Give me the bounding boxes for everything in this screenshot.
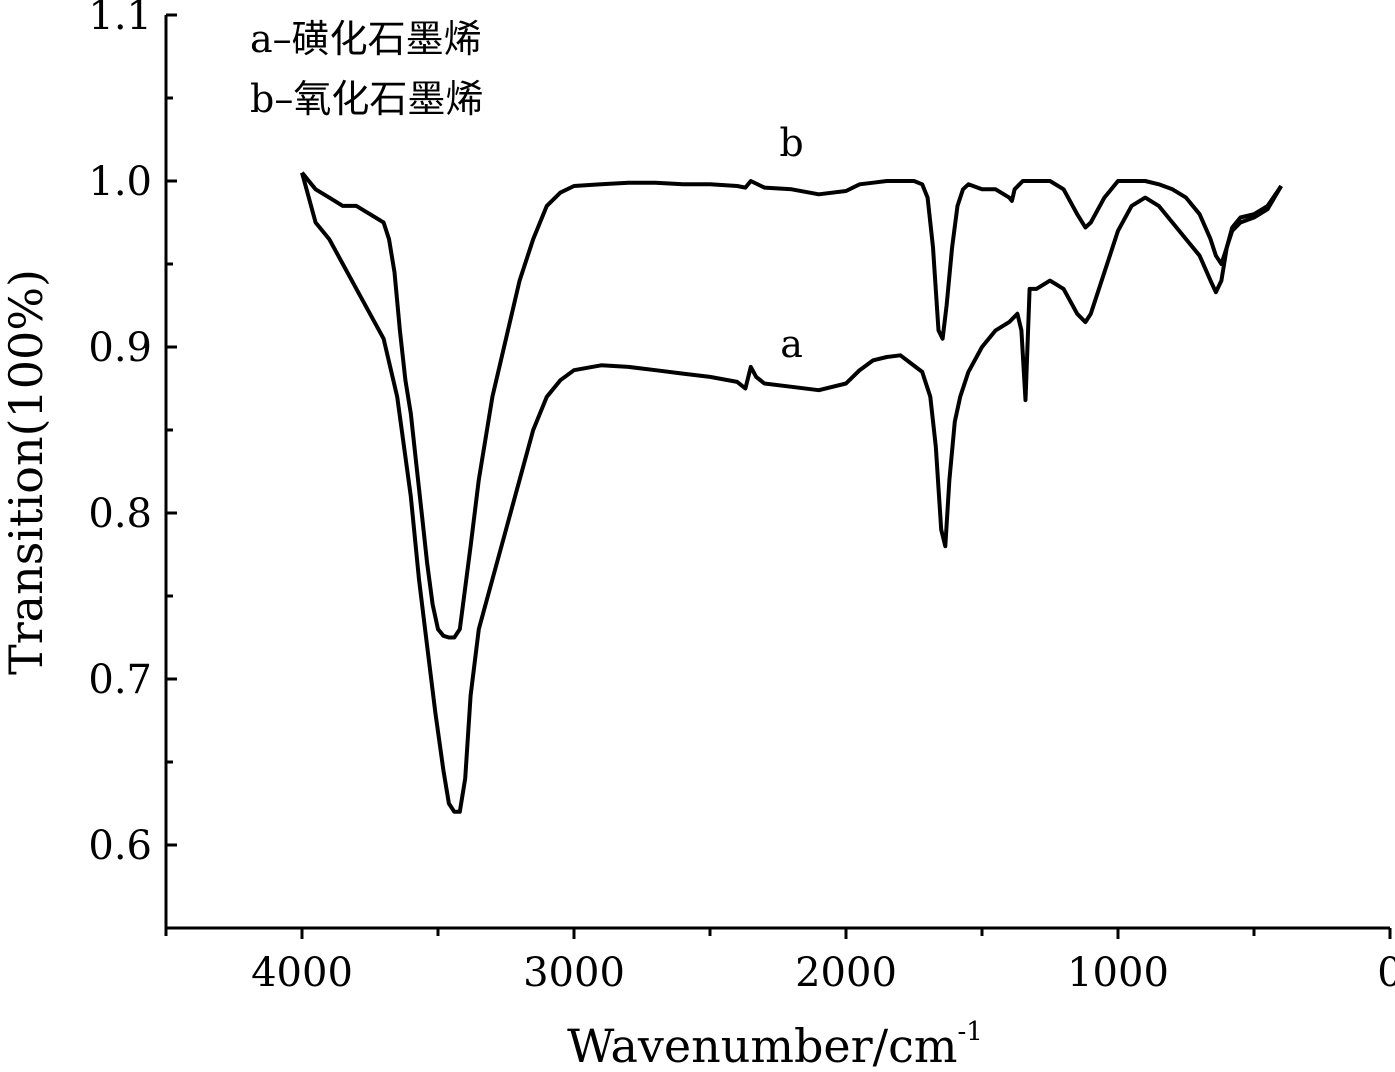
legend-entry-b: b–氧化石墨烯 (250, 77, 483, 121)
y-tick-label: 1.0 (88, 159, 152, 205)
y-tick-label: 0.9 (88, 325, 152, 371)
series-line-b (300, 171, 1283, 640)
x-axis-title-superscript: -1 (958, 1017, 983, 1047)
series-line-a (300, 172, 1283, 814)
legend-entry-a: a–磺化石墨烯 (250, 17, 482, 61)
x-tick-label: 0 (1377, 950, 1395, 996)
y-tick-label: 0.8 (88, 491, 152, 537)
series-group: ab (300, 121, 1283, 814)
x-axis-title: Wavenumber/cm-1 (567, 1017, 983, 1072)
y-tick-label: 0.6 (88, 823, 152, 869)
x-tick-label: 2000 (795, 950, 897, 996)
y-axis-title: Transition(100%) (0, 269, 53, 675)
legend: a–磺化石墨烯 b–氧化石墨烯 (250, 17, 483, 121)
y-ticks: 0.6 0.7 0.8 0.9 1.0 1.1 (88, 0, 177, 930)
x-tick-label: 4000 (251, 950, 353, 996)
x-ticks: 4000 3000 2000 1000 0 (164, 928, 1395, 996)
series-label-b: b (779, 121, 803, 165)
x-axis-title-main: Wavenumber/cm (567, 1019, 957, 1072)
y-tick-label: 1.1 (88, 0, 152, 39)
series-label-a: a (780, 322, 803, 366)
x-tick-label: 1000 (1067, 950, 1169, 996)
x-tick-label: 3000 (523, 950, 625, 996)
y-tick-label: 0.7 (88, 657, 152, 703)
